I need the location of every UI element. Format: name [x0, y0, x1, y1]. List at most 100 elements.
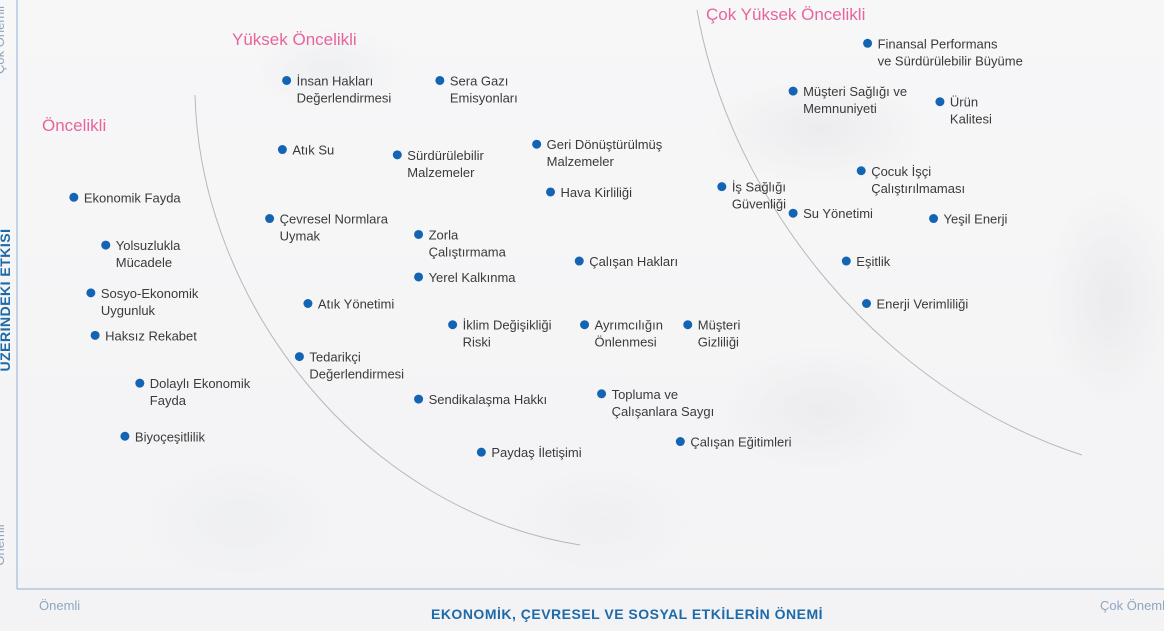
data-point-marker [532, 139, 542, 149]
data-point-label: İnsan Hakları Değerlendirmesi [297, 73, 392, 105]
data-point: Yerel Kalkınma [414, 270, 516, 285]
data-point: Ayrımcılığın Önlenmesi [580, 318, 663, 350]
data-point: Atık Su [277, 143, 334, 158]
data-point-label-line: Mücadele [116, 255, 172, 270]
data-point-label: İklim Değişikliği Riski [463, 318, 552, 350]
data-point-label: Biyoçeşitlilik [135, 429, 206, 444]
data-point: Sera Gazı Emisyonları [435, 73, 518, 105]
data-point-label-line: Malzemeler [407, 165, 475, 180]
data-point-label-line: Önlenmesi [595, 335, 657, 350]
data-point-label-line: Emisyonları [450, 90, 518, 105]
data-point-label-line: Geri Dönüştürülmüş [547, 137, 663, 152]
data-point-marker [546, 187, 556, 197]
data-point-label-line: Çalışan Eğitimleri [690, 435, 791, 450]
data-point: Sosyo-Ekonomik Uygunluk [86, 286, 199, 318]
data-point-label-line: Yolsuzlukla [116, 238, 181, 253]
data-point-marker [303, 299, 313, 308]
data-point: Su Yönetimi [788, 206, 873, 221]
data-point-label: Yerel Kalkınma [429, 270, 517, 285]
data-point-marker [788, 86, 798, 96]
data-point: Eşitlik [841, 254, 891, 269]
data-point-label: Ürün Kalitesi [950, 95, 992, 127]
data-point-marker [580, 320, 590, 330]
data-point: Geri Dönüştürülmüş Malzemeler [532, 137, 663, 169]
data-point: İklim Değişikliği Riski [448, 318, 552, 350]
data-point-label-line: Çalışanlara Saygı [612, 404, 715, 419]
data-point-label-line: Ürün [950, 95, 978, 110]
data-point-label-line: Zorla [429, 227, 459, 242]
data-point-label-line: Değerlendirmesi [309, 367, 404, 382]
data-point-label: Çocuk İşçi Çalıştırılmaması [871, 164, 965, 196]
data-point-label: Tedarikçi Değerlendirmesi [309, 350, 404, 382]
data-point: İnsan Hakları Değerlendirmesi [282, 73, 391, 105]
data-point-label-line: Çocuk İşçi [871, 164, 931, 179]
data-point-label-line: Değerlendirmesi [297, 90, 392, 105]
data-point: Dolaylı Ekonomik Fayda [135, 376, 251, 408]
data-points: Ekonomik Fayda Yolsuzlukla Mücadele Sosyo-E… [69, 36, 1023, 460]
data-point-marker [683, 320, 693, 330]
data-point-label-line: Çevresel Normlara [280, 212, 389, 227]
data-point-label: Yeşil Enerji [944, 212, 1008, 227]
data-point-marker [435, 75, 445, 85]
data-point-marker [90, 330, 100, 340]
data-point-marker [863, 38, 873, 48]
data-point-label: Atık Yönetimi [318, 297, 394, 312]
data-point-marker [414, 229, 424, 239]
data-point: Paydaş İletişimi [476, 445, 582, 460]
data-point: Ürün Kalitesi [935, 95, 992, 127]
y-axis-low-label: Önemli [0, 524, 7, 565]
data-point-marker [841, 256, 851, 266]
data-point-label-line: Hava Kirliliği [561, 185, 633, 200]
data-point-label: Müşteri Sağlığı ve Memnuniyeti [803, 84, 907, 116]
zone-label-cok-yuksek-oncelikli: Çok Yüksek Öncelikli [706, 5, 865, 24]
data-point-label-line: Çalıştırılmaması [871, 181, 965, 196]
zone-label-yuksek-oncelikli: Yüksek Öncelikli [232, 30, 357, 49]
data-point-marker [101, 240, 111, 250]
data-point-marker [856, 166, 866, 176]
data-point-label: Enerji Verimliliği [877, 297, 969, 312]
data-point-label-line: Biyoçeşitlilik [135, 429, 206, 444]
data-point-label-line: Ayrımcılığın [595, 318, 663, 333]
x-axis-title: EKONOMİK, ÇEVRESEL VE SOSYAL ETKİLERİN Ö… [431, 606, 823, 622]
data-point-label-line: İklim Değişikliği [463, 318, 552, 333]
data-point-marker [717, 182, 727, 192]
data-point-label-line: Gizliliği [698, 335, 739, 350]
x-axis-high-label: Çok Önemli [1100, 598, 1164, 613]
data-point: Tedarikçi Değerlendirmesi [294, 350, 404, 382]
data-point-label: Sosyo-Ekonomik Uygunluk [101, 286, 199, 318]
zone-boundary-2 [696, 9, 1083, 456]
data-point-marker [597, 389, 607, 399]
data-point-label: Ekonomik Fayda [84, 190, 182, 205]
data-point-label-line: Yerel Kalkınma [429, 270, 517, 285]
data-point: Müşteri Gizliliği [683, 318, 740, 350]
data-point-marker [929, 214, 939, 224]
y-axis-title: ÜZERİNDEKİ ETKİSİ [0, 228, 13, 371]
data-point: Çalışan Hakları [574, 254, 678, 269]
data-point-label: Sendikalaşma Hakkı [429, 392, 548, 407]
data-point-marker [69, 192, 79, 202]
data-point-label: Zorla Çalıştırmama [429, 227, 507, 259]
data-point: Finansal Performans ve Sürdürülebilir Büy… [863, 36, 1023, 68]
data-point: Müşteri Sağlığı ve Memnuniyeti [788, 84, 907, 116]
data-point: Haksız Rekabet [90, 328, 197, 343]
data-point-label-line: Sosyo-Ekonomik [101, 286, 199, 301]
data-point-label-line: Uymak [280, 229, 321, 244]
data-point: Ekonomik Fayda [69, 190, 181, 205]
data-point: Sürdürülebilir Malzemeler [392, 148, 485, 180]
data-point-label: Çevresel Normlara Uymak [280, 212, 389, 244]
data-point-label: Haksız Rekabet [105, 328, 197, 343]
data-point-label: Sürdürülebilir Malzemeler [407, 148, 484, 180]
data-point-label: Sera Gazı Emisyonları [450, 73, 518, 105]
data-point-label: Çalışan Hakları [589, 254, 678, 269]
data-point-label-line: Su Yönetimi [803, 206, 873, 221]
data-point: İş Sağlığı Güvenliği [717, 180, 786, 212]
data-point-label-line: Tedarikçi [309, 350, 360, 365]
data-point-marker [392, 150, 402, 160]
data-point-marker [414, 394, 424, 404]
data-point: Sendikalaşma Hakkı [414, 392, 547, 407]
data-point-marker [862, 299, 872, 308]
data-point-marker [294, 352, 304, 362]
data-point-label: İş Sağlığı Güvenliği [732, 180, 786, 212]
data-point-marker [476, 447, 486, 457]
